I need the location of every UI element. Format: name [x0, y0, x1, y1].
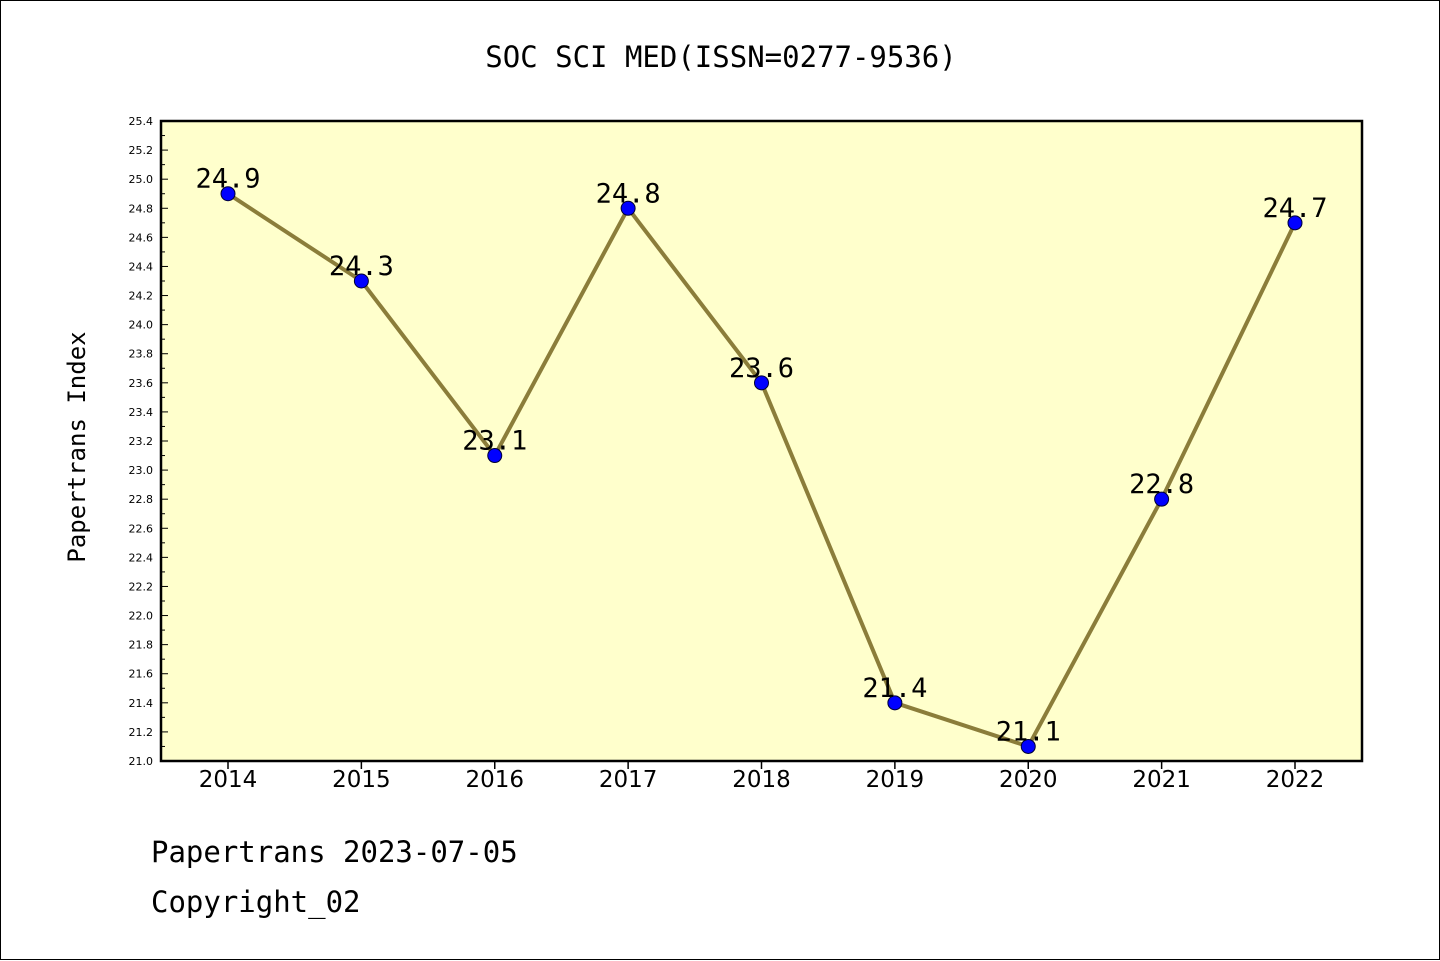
data-point	[620, 200, 636, 216]
y-tick-label: 23.4	[129, 406, 154, 419]
y-tick-label: 24.4	[129, 260, 154, 273]
x-tick-label: 2020	[999, 767, 1058, 793]
y-tick-label: 23.2	[129, 435, 154, 448]
data-point	[487, 448, 503, 464]
y-tick-label: 24.6	[129, 231, 154, 244]
data-label: 23.1	[462, 426, 527, 457]
data-label: 21.1	[996, 716, 1061, 747]
footer-copyright-text: Copyright_02	[151, 885, 361, 919]
y-tick-label: 22.2	[129, 580, 154, 593]
y-tick-label: 22.4	[129, 551, 154, 564]
data-label: 24.7	[1262, 193, 1327, 224]
data-label: 24.9	[195, 164, 260, 195]
x-tick-label: 2014	[199, 767, 258, 793]
y-tick-label: 23.8	[129, 348, 154, 361]
data-point	[220, 186, 236, 202]
data-point	[353, 273, 369, 289]
series-group: 24.9 24.3 23.1 24.8 23.6 21.4 21.1 22.8 24.7	[195, 164, 1328, 754]
y-tick-label: 25.2	[129, 144, 154, 157]
y-axis-label: Papertrans Index	[63, 331, 91, 562]
y-tick-label: 21.2	[129, 726, 154, 739]
y-tick-label: 21.0	[129, 755, 154, 768]
plot-area	[161, 121, 1362, 761]
footer-date-text: Papertrans 2023-07-05	[151, 835, 518, 869]
x-tick-label: 2018	[732, 767, 791, 793]
y-tick-label: 21.6	[129, 668, 154, 681]
data-point	[754, 375, 769, 391]
y-tick-label: 21.4	[129, 697, 154, 710]
x-tick-label: 2019	[866, 767, 925, 793]
x-tick-label: 2022	[1266, 767, 1325, 793]
y-tick-label: 22.0	[129, 610, 154, 623]
y-tick-label: 24.8	[129, 202, 154, 215]
data-point	[1287, 215, 1303, 231]
x-axis-ticks: 2014 2015 2016 2017 2018 2019 2020 2021 2022	[199, 761, 1325, 793]
y-tick-label: 24.0	[129, 319, 154, 332]
x-tick-label: 2016	[465, 767, 524, 793]
y-tick-label: 25.0	[129, 173, 154, 186]
data-point	[1154, 491, 1170, 507]
x-tick-label: 2017	[599, 767, 658, 793]
plot-border	[159, 119, 1364, 763]
y-tick-label: 24.2	[129, 290, 154, 303]
x-tick-label: 2015	[332, 767, 391, 793]
y-tick-label: 25.4	[129, 115, 154, 128]
x-tick-label: 2021	[1132, 767, 1191, 793]
y-tick-label: 23.0	[129, 464, 154, 477]
data-point	[887, 695, 903, 711]
data-label: 24.3	[329, 251, 394, 282]
data-label: 22.8	[1129, 469, 1194, 500]
y-tick-label: 23.6	[129, 377, 154, 390]
y-tick-label: 22.8	[129, 493, 154, 506]
data-label: 23.6	[729, 353, 794, 384]
y-tick-label: 21.8	[129, 639, 154, 652]
data-label: 21.4	[862, 673, 927, 704]
chart-title: SOC SCI MED(ISSN=0277-9536)	[485, 40, 956, 74]
data-point	[1020, 738, 1036, 754]
y-axis-ticks: 21.0 21.2 21.4 21.6 21.8 22.0 22.2 22.4 22.6 22.8…	[129, 115, 168, 768]
data-label: 24.8	[596, 178, 661, 209]
y-tick-label: 22.6	[129, 522, 154, 535]
